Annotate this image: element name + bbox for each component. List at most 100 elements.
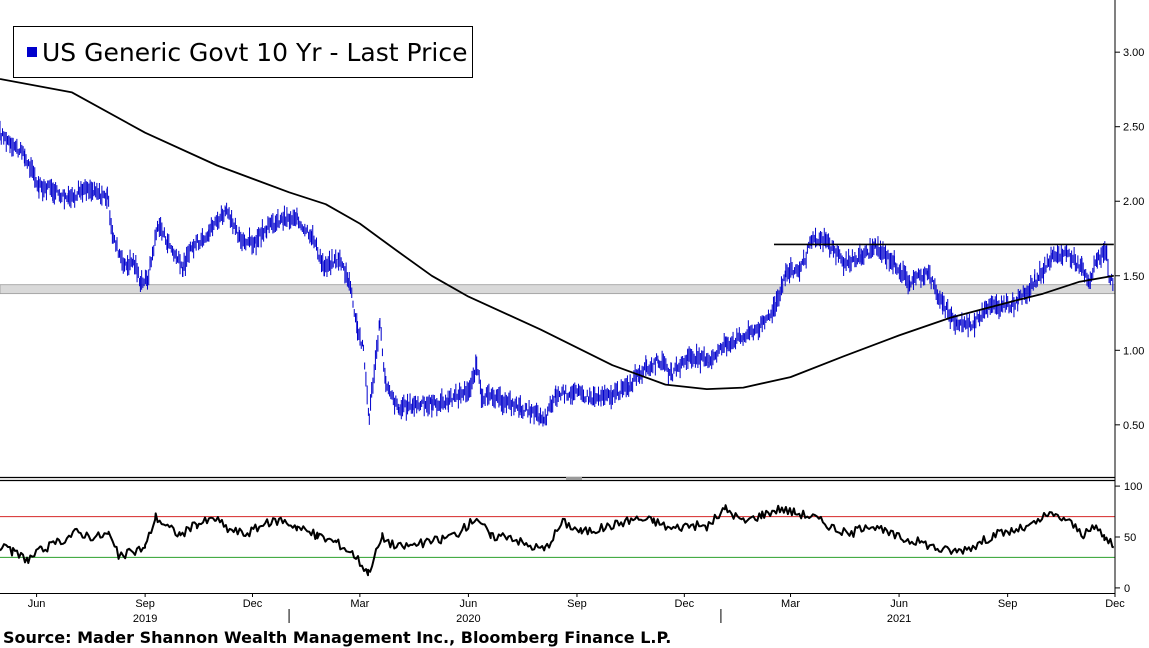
legend: US Generic Govt 10 Yr - Last Price: [13, 26, 473, 78]
yield-daily-bars: [348, 271, 358, 334]
x-tick-label: Dec: [243, 598, 263, 610]
yield-daily-bars: [93, 181, 108, 209]
yield-daily-bars: [843, 243, 862, 277]
lower-reference-lines: 100 50 0: [0, 481, 1142, 595]
yield-daily-bars: [926, 264, 943, 311]
yield-daily-bars: [909, 266, 928, 291]
yield-daily-bars: [502, 390, 521, 418]
yield-daily-bars: [592, 384, 612, 407]
yield-daily-bars: [24, 148, 40, 193]
panel-frames: [0, 0, 1116, 594]
yield-daily-bars: [519, 395, 540, 426]
upper-axis: 3.00 2.50 2.00 1.50 1.00 0.50: [1115, 47, 1144, 432]
yield-daily-bars: [476, 356, 481, 395]
yield-daily-bars: [860, 237, 876, 266]
yield-daily-bars: [1096, 241, 1107, 269]
y-tick-label: 0.50: [1123, 420, 1144, 432]
panel-splitter-handle: [566, 477, 582, 480]
yield-daily-bars: [323, 249, 339, 277]
yield-daily-bars: [266, 208, 284, 239]
yield-daily-bars: [82, 179, 95, 203]
yield-daily-bars: [431, 388, 449, 418]
yield-daily-bars: [1088, 253, 1098, 290]
yield-daily-bars: [38, 177, 54, 202]
yield-daily-bars: [338, 249, 350, 288]
yield-daily-bars: [742, 316, 763, 343]
yield-daily-bars: [538, 407, 544, 427]
yield-daily-bars: [412, 394, 433, 417]
support-band: [0, 284, 1116, 295]
x-year-label: 2020: [456, 613, 480, 625]
yield-daily-bars: [124, 249, 134, 276]
x-tick-label: Sep: [567, 598, 587, 610]
yield-daily-bars: [362, 344, 369, 416]
yield-daily-bars: [182, 241, 191, 277]
rsi-tick-label: 100: [1124, 481, 1142, 493]
legend-swatch: [27, 47, 37, 57]
yield-daily-bars: [1108, 273, 1114, 292]
yield-daily-bars: [310, 225, 325, 277]
yield-daily-bars: [1106, 243, 1109, 278]
yield-daily-bars: [254, 219, 267, 256]
y-tick-label: 1.00: [1123, 345, 1144, 357]
yield-daily-bars: [10, 137, 25, 164]
yield-daily-bars: [470, 354, 477, 397]
yield-daily-bars: [657, 350, 672, 385]
yield-daily-bars: [571, 382, 593, 406]
yield-daily-bars: [726, 327, 744, 353]
yield-daily-bars: [1066, 244, 1083, 276]
legend-label: US Generic Govt 10 Yr - Last Price: [42, 38, 468, 67]
yield-daily-bars: [157, 217, 168, 250]
y-tick-label: 3.00: [1123, 47, 1144, 59]
yield-daily-bars: [282, 205, 298, 231]
yield-daily-bars: [543, 388, 556, 426]
yield-daily-bars: [1081, 257, 1089, 288]
yield-daily-bars: [480, 383, 502, 412]
yield-daily-bars: [800, 235, 812, 272]
x-tick-label: Jun: [28, 598, 46, 610]
x-year-label: 2019: [133, 613, 157, 625]
x-tick-label: Jun: [460, 598, 478, 610]
yield-daily-bars: [0, 120, 11, 154]
x-tick-label: Dec: [675, 598, 695, 610]
yield-daily-bars: [146, 220, 158, 290]
lower-series-group: [0, 504, 1114, 577]
yield-daily-bars: [628, 364, 639, 393]
yield-daily-bars: [67, 180, 83, 209]
moving-average-line: [0, 78, 1114, 391]
y-tick-label: 2.00: [1123, 196, 1144, 208]
upper-series-group: [0, 78, 1114, 427]
yield-daily-bars: [398, 393, 414, 421]
yield-daily-bars: [874, 236, 895, 275]
yield-daily-bars: [208, 205, 226, 242]
y-tick-label: 1.50: [1123, 271, 1144, 283]
yield-daily-bars: [687, 343, 709, 374]
yield-daily-bars: [637, 355, 647, 384]
yield-daily-bars: [52, 182, 69, 210]
x-tick-label: Sep: [135, 598, 155, 610]
rsi-tick-label: 0: [1124, 583, 1130, 595]
x-tick-label: Mar: [781, 598, 800, 610]
yield-daily-bars: [646, 353, 659, 376]
yield-daily-bars: [761, 296, 776, 333]
yield-daily-bars: [1050, 243, 1067, 266]
yield-daily-bars: [139, 269, 148, 292]
yield-daily-bars: [1034, 246, 1052, 288]
yield-daily-bars: [825, 231, 844, 267]
x-axis: Jun Sep Dec Mar Jun Sep Dec Mar Jun Sep Dec 2019 202…: [28, 593, 1125, 625]
yield-daily-bars: [224, 202, 240, 243]
rsi-tick-label: 50: [1124, 532, 1136, 544]
rsi-line: [0, 504, 1114, 577]
yield-daily-bars: [785, 257, 802, 284]
y-tick-label: 2.50: [1123, 122, 1144, 134]
yield-daily-bars: [811, 227, 827, 253]
support-band-rect: [0, 284, 1116, 295]
source-note: Source: Mader Shannon Wealth Management …: [3, 628, 672, 647]
yield-daily-bars: [447, 380, 471, 413]
yield-daily-bars: [296, 213, 312, 244]
x-year-label: 2021: [887, 613, 911, 625]
yield-daily-bars: [106, 186, 113, 244]
x-tick-label: Dec: [1105, 598, 1125, 610]
yield-daily-bars: [774, 270, 786, 317]
